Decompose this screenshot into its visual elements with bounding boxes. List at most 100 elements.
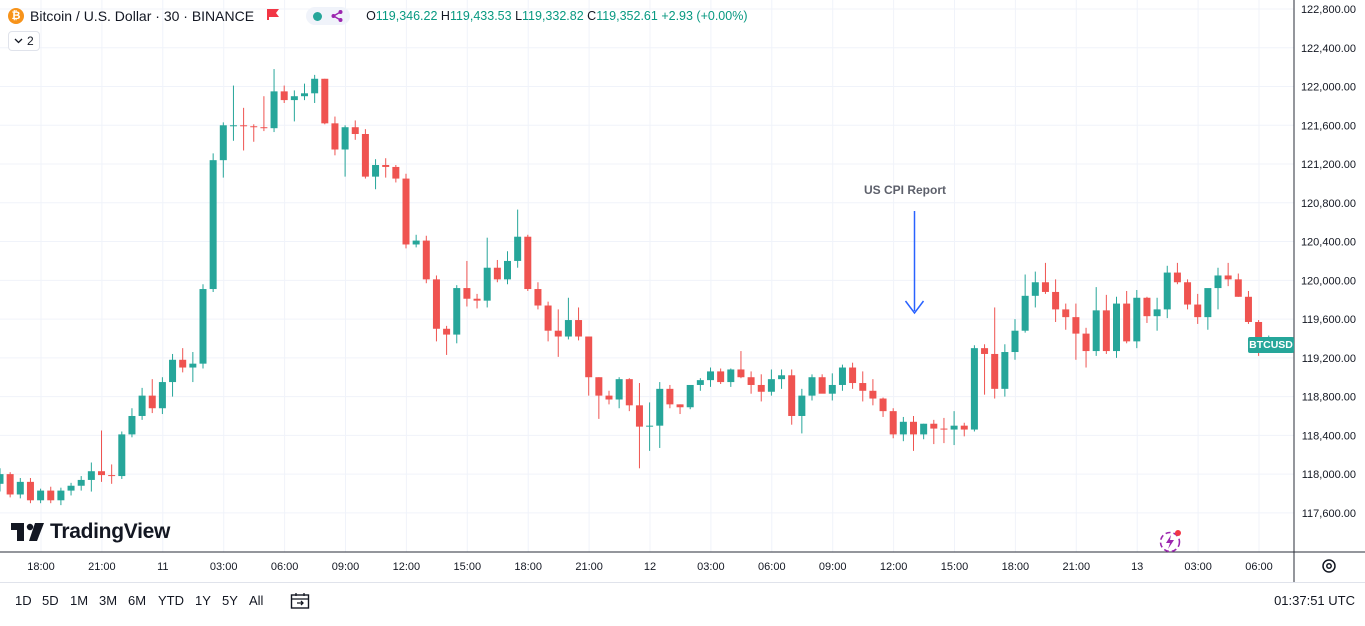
candle xyxy=(798,388,806,434)
candle xyxy=(1133,290,1141,349)
candle xyxy=(605,390,613,405)
candle-body xyxy=(1113,303,1120,352)
candle-body xyxy=(798,395,806,416)
tradingview-logo[interactable]: TradingView xyxy=(11,518,170,546)
candle xyxy=(514,209,522,268)
candle-body xyxy=(564,320,572,337)
collapse-indicators-button[interactable]: 2 xyxy=(8,31,40,51)
candle xyxy=(960,422,968,437)
x-tick-label: 06:00 xyxy=(271,561,299,573)
logo-text: TradingView xyxy=(50,520,171,543)
candle xyxy=(341,125,349,177)
candle xyxy=(524,234,532,291)
eye-icon[interactable] xyxy=(312,11,322,21)
candle-body xyxy=(493,267,501,280)
candle-body xyxy=(838,367,846,385)
share-icon[interactable] xyxy=(331,10,343,22)
candle xyxy=(1184,279,1192,310)
candle-body xyxy=(250,126,258,128)
candle-body xyxy=(0,474,4,484)
candle xyxy=(564,297,572,340)
candle xyxy=(67,482,75,496)
range-5y-button[interactable]: 5Y xyxy=(222,593,238,608)
calendar-goto-icon[interactable] xyxy=(290,592,310,615)
candle xyxy=(1052,279,1060,322)
tradingview-logo-mark xyxy=(11,523,44,541)
candle xyxy=(483,237,491,308)
candle-body xyxy=(981,348,989,354)
candle xyxy=(869,379,877,406)
candle-body xyxy=(1092,310,1100,352)
candle-body xyxy=(240,125,248,127)
candle xyxy=(453,285,461,344)
range-all-button[interactable]: All xyxy=(249,593,264,608)
candle-body xyxy=(504,260,511,280)
candle xyxy=(179,348,187,373)
candle xyxy=(727,368,735,387)
candle xyxy=(554,309,562,357)
range-5d-button[interactable]: 5D xyxy=(42,593,59,608)
change-value: +2.93 (+0.00%) xyxy=(661,9,748,23)
candle xyxy=(879,397,887,417)
candle xyxy=(1001,344,1009,397)
candle xyxy=(280,85,288,103)
candle-body xyxy=(290,96,298,101)
candle xyxy=(260,96,268,132)
candle xyxy=(788,369,796,425)
candle xyxy=(1113,296,1120,358)
chart-canvas[interactable]: 117,600.00 118,000.00 118,400.00 118,800.00… xyxy=(0,0,1365,582)
y-tick-label: 122,000.00 xyxy=(1301,82,1356,94)
candle xyxy=(199,284,207,369)
candle xyxy=(331,116,339,156)
candle-body xyxy=(940,428,948,430)
annotation-label: US CPI Report xyxy=(863,183,946,197)
candle-body xyxy=(209,160,217,290)
candle-body xyxy=(372,165,380,177)
range-1d-button[interactable]: 1D xyxy=(15,593,32,608)
candle-body xyxy=(341,127,349,150)
candle xyxy=(656,382,664,448)
range-3m-button[interactable]: 3M xyxy=(99,593,118,608)
flag-icon[interactable] xyxy=(266,8,280,24)
range-6m-button[interactable]: 6M xyxy=(128,593,147,608)
y-tick-label: 120,800.00 xyxy=(1301,198,1356,210)
candle xyxy=(219,122,227,178)
candle-body xyxy=(544,305,552,331)
candle-body xyxy=(16,481,24,495)
candle xyxy=(767,369,775,396)
x-tick-label: 11 xyxy=(157,561,168,573)
clock[interactable]: 01:37:51 UTC xyxy=(1274,593,1355,608)
candle xyxy=(16,477,24,499)
candle-body xyxy=(1011,330,1019,353)
x-tick-label: 21:00 xyxy=(88,561,116,573)
lightning-icon[interactable] xyxy=(1158,529,1184,558)
candle-body xyxy=(595,377,603,396)
candle-body xyxy=(788,375,796,416)
candle xyxy=(747,371,755,394)
candle xyxy=(311,74,319,103)
gear-icon[interactable] xyxy=(1320,557,1338,580)
candle xyxy=(473,293,481,309)
candle xyxy=(148,379,156,414)
candle xyxy=(615,377,623,409)
arrow-head xyxy=(904,300,925,315)
range-1y-button[interactable]: 1Y xyxy=(195,593,211,608)
candle xyxy=(432,275,440,342)
candle-body xyxy=(1143,297,1151,317)
range-1m-button[interactable]: 1M xyxy=(70,593,89,608)
candle-body xyxy=(778,375,786,380)
symbol-title[interactable]: Bitcoin / U.S. Dollar · 30 · BINANCE xyxy=(30,8,255,24)
visibility-pill[interactable] xyxy=(306,7,351,25)
range-ytd-button[interactable]: YTD xyxy=(158,593,184,608)
candle-body xyxy=(260,127,268,129)
x-tick-label: 18:00 xyxy=(1002,561,1030,573)
candle xyxy=(290,90,298,122)
candle xyxy=(1102,294,1110,354)
candle xyxy=(412,234,420,248)
ohlc-values: O119,346.22 H119,433.53 L119,332.82 C119… xyxy=(366,9,747,23)
candle-body xyxy=(422,240,430,280)
candle xyxy=(970,345,978,432)
candle-body xyxy=(696,380,704,385)
candle-body xyxy=(1102,310,1110,352)
candle-body xyxy=(960,425,968,430)
